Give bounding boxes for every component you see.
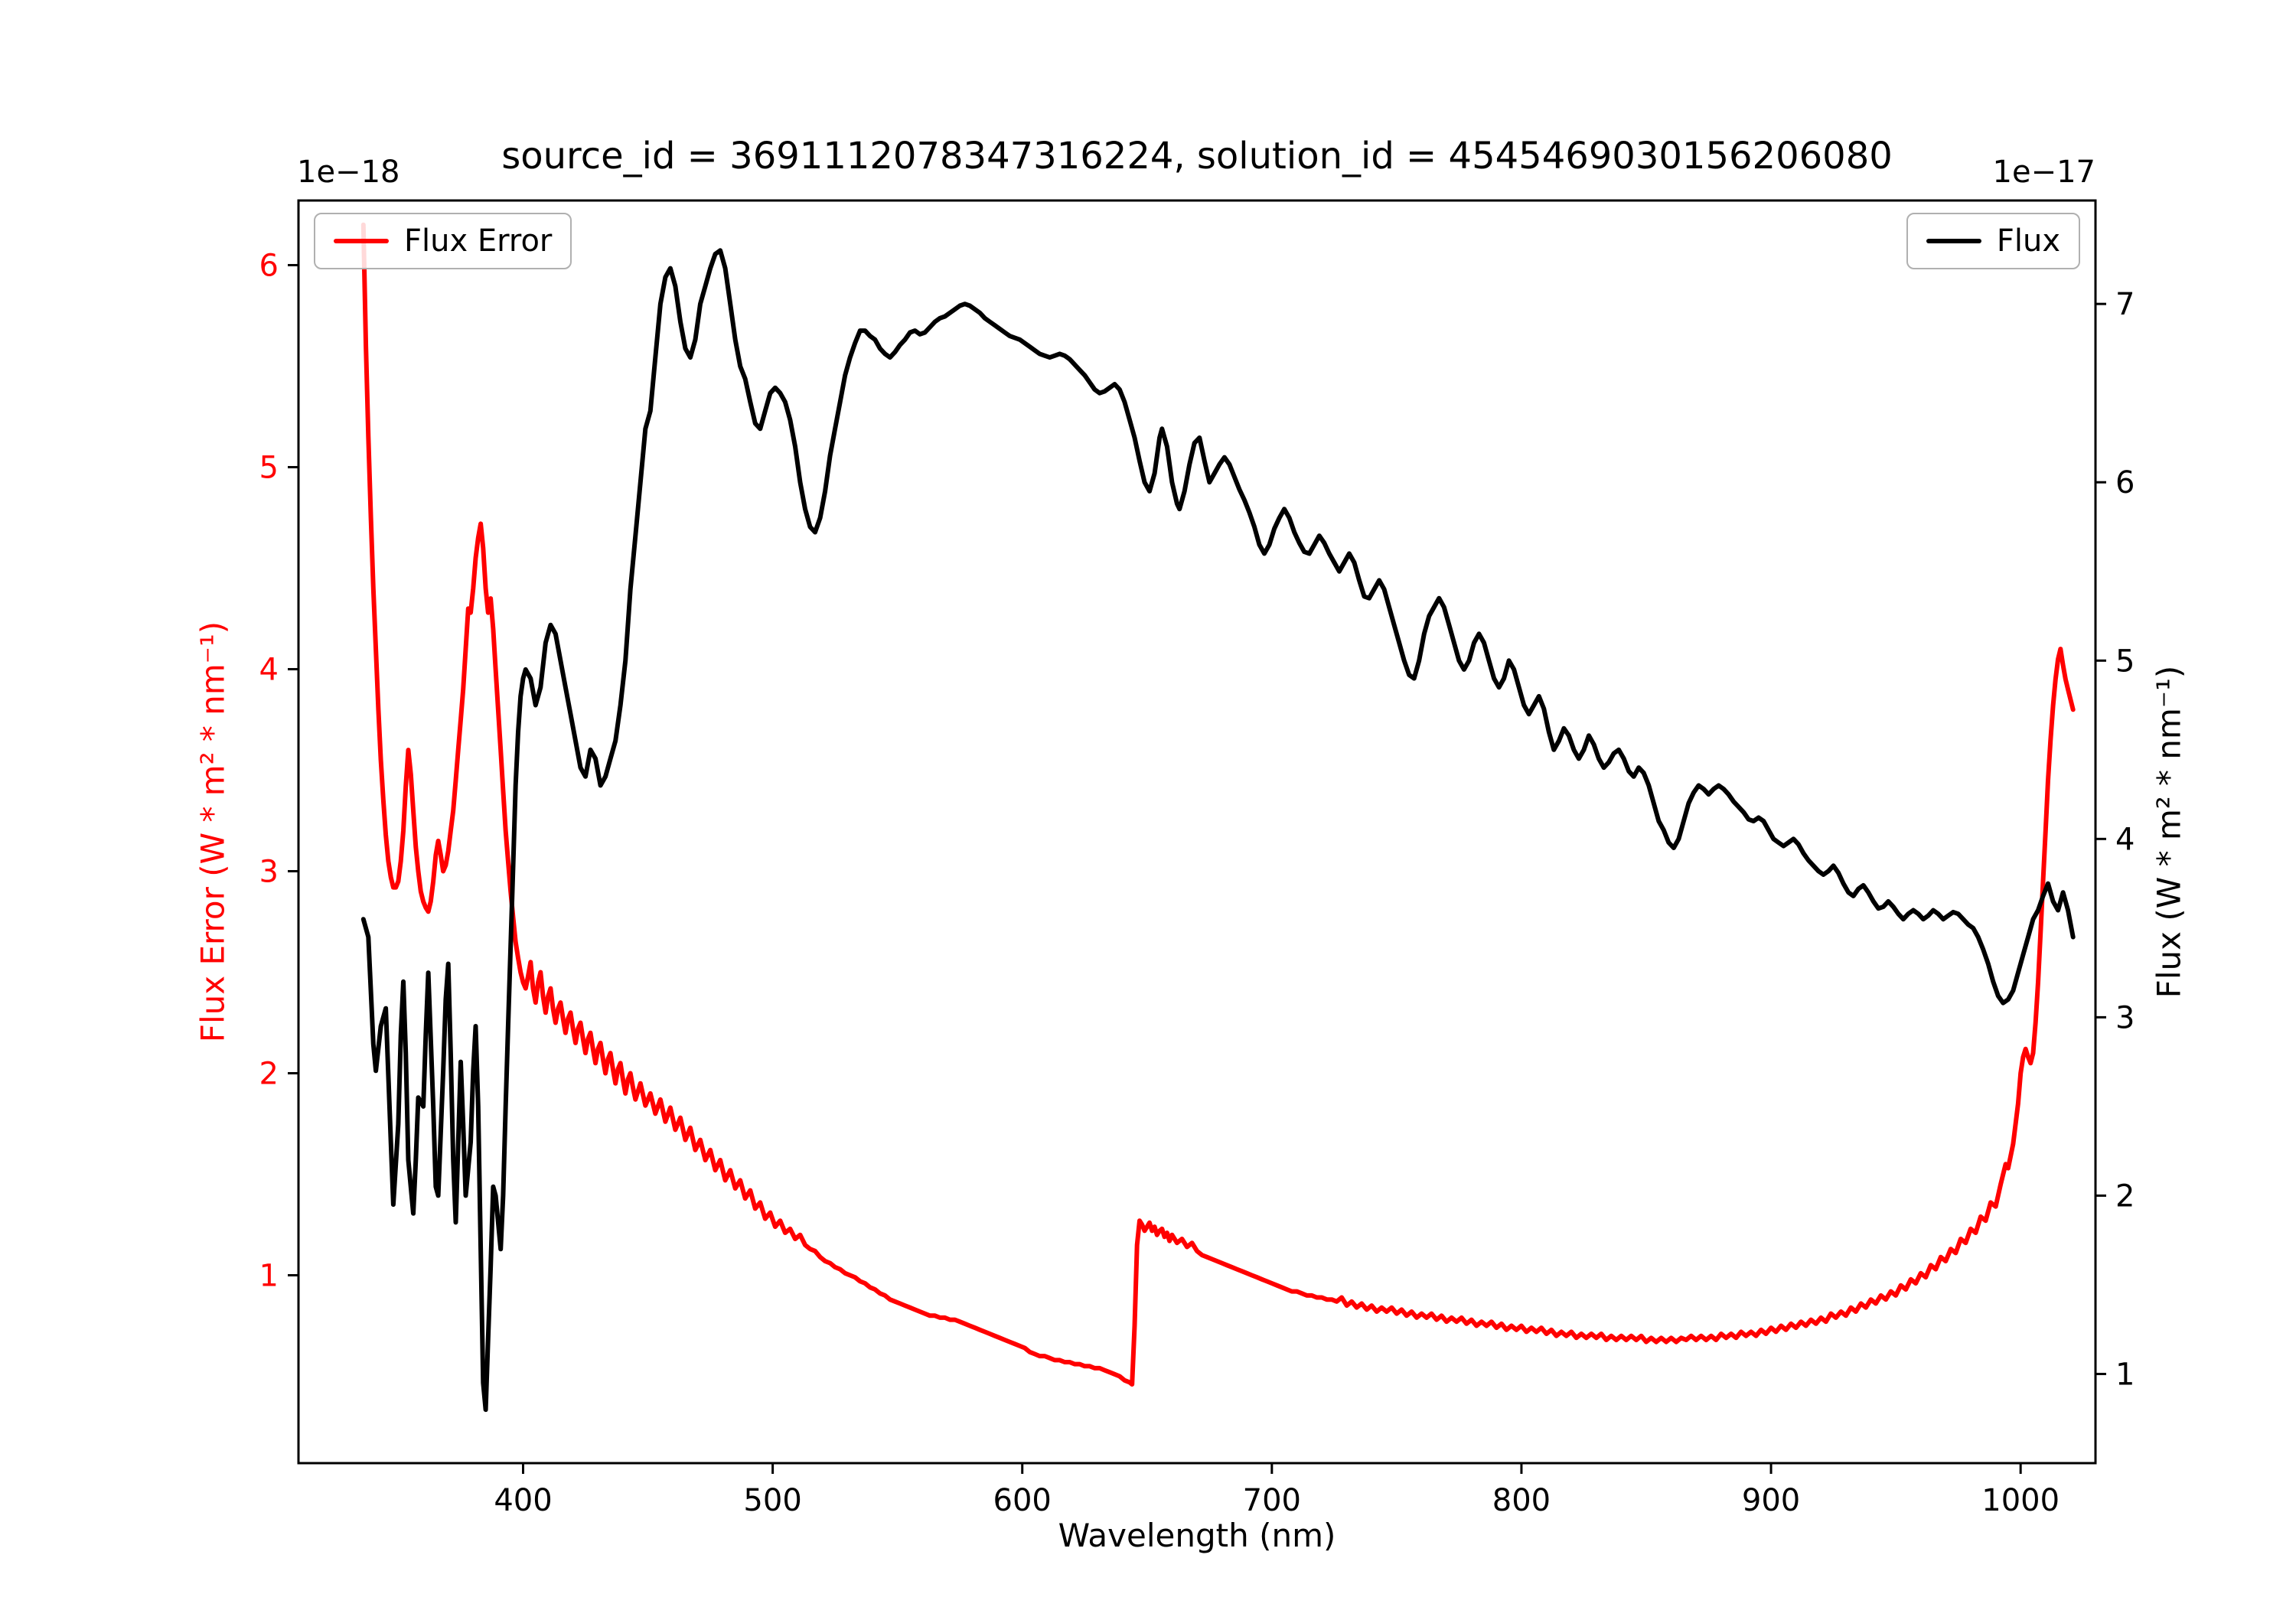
- axes-frame: [297, 199, 2097, 1465]
- left-y-tick-label: 1: [259, 1258, 279, 1293]
- left-y-tick-label: 5: [259, 450, 279, 485]
- left-y-tick-label: 6: [259, 248, 279, 283]
- right-y-tick-label: 6: [2115, 465, 2135, 500]
- left-y-tick-label: 2: [259, 1056, 279, 1091]
- x-tick-label: 700: [1243, 1483, 1301, 1518]
- right-axis-offset-text: 1e−17: [1992, 155, 2095, 190]
- right-y-tick-label: 3: [2115, 1000, 2135, 1035]
- legend-flux-error: Flux Error: [314, 213, 572, 269]
- right-y-tick-label: 2: [2115, 1178, 2135, 1214]
- x-tick-label: 800: [1492, 1483, 1551, 1518]
- x-tick-label: 500: [743, 1483, 801, 1518]
- series-line-flux: [360, 248, 2076, 1413]
- x-tick-label: 900: [1742, 1483, 1800, 1518]
- left-y-axis-label: Flux Error (W * m² * nm⁻¹): [194, 621, 232, 1043]
- x-axis-label: Wavelength (nm): [1058, 1517, 1336, 1554]
- right-y-tick-label: 4: [2115, 822, 2135, 857]
- right-y-tick-label: 7: [2115, 287, 2135, 322]
- flux-legend-line-swatch: [1926, 239, 1981, 243]
- legend-flux: Flux: [1906, 213, 2080, 269]
- left-y-tick-label: 4: [259, 652, 279, 687]
- x-tick-label: 1000: [1981, 1483, 2060, 1518]
- right-y-tick-label: 5: [2115, 644, 2135, 679]
- flux-error-legend-label: Flux Error: [404, 223, 553, 259]
- x-tick-label: 600: [993, 1483, 1052, 1518]
- series-line-flux-error: [360, 222, 2076, 1387]
- left-y-tick-label: 3: [259, 854, 279, 889]
- x-tick-label: 400: [494, 1483, 552, 1518]
- left-axis-offset-text: 1e−18: [297, 155, 400, 190]
- chart-title: source_id = 3691112078347316224, solutio…: [501, 135, 1893, 178]
- right-y-axis-label: Flux (W * m² * nm⁻¹): [2150, 665, 2188, 999]
- flux-legend-label: Flux: [1996, 223, 2060, 259]
- right-y-tick-label: 1: [2115, 1357, 2135, 1392]
- flux-error-legend-line-swatch: [334, 239, 389, 243]
